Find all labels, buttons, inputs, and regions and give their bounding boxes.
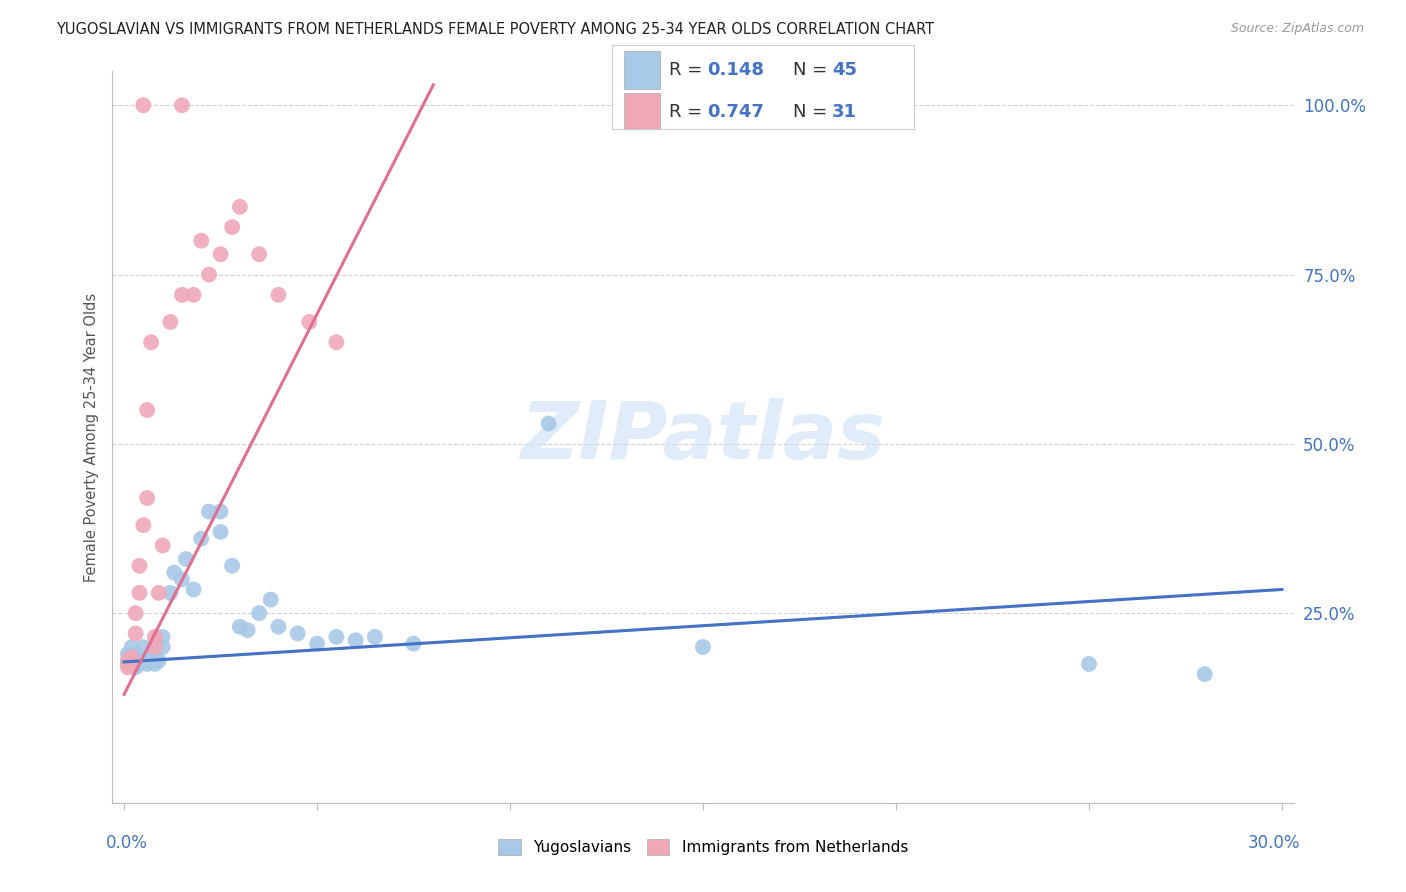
- Point: [198, 268, 221, 282]
- Point: [121, 650, 143, 665]
- Point: [152, 538, 174, 552]
- Point: [143, 657, 166, 671]
- Text: Source: ZipAtlas.com: Source: ZipAtlas.com: [1230, 22, 1364, 36]
- Text: ZIPatlas: ZIPatlas: [520, 398, 886, 476]
- Point: [139, 335, 162, 350]
- Point: [260, 592, 283, 607]
- Point: [229, 620, 252, 634]
- Point: [174, 552, 197, 566]
- Point: [221, 558, 243, 573]
- Point: [209, 524, 232, 539]
- Text: YUGOSLAVIAN VS IMMIGRANTS FROM NETHERLANDS FEMALE POVERTY AMONG 25-34 YEAR OLDS : YUGOSLAVIAN VS IMMIGRANTS FROM NETHERLAN…: [56, 22, 935, 37]
- Point: [117, 654, 139, 668]
- Point: [121, 654, 143, 668]
- Text: 0.747: 0.747: [707, 103, 763, 121]
- Point: [117, 657, 139, 671]
- Point: [209, 247, 232, 261]
- Point: [136, 657, 159, 671]
- Point: [117, 654, 139, 668]
- Text: 45: 45: [832, 61, 858, 79]
- Point: [159, 315, 181, 329]
- Point: [143, 640, 166, 654]
- Point: [152, 640, 174, 654]
- FancyBboxPatch shape: [624, 51, 659, 89]
- Text: 30.0%: 30.0%: [1249, 834, 1301, 852]
- Point: [1078, 657, 1101, 671]
- Point: [229, 200, 252, 214]
- Text: R =: R =: [669, 103, 709, 121]
- Point: [136, 650, 159, 665]
- Point: [117, 647, 139, 661]
- Point: [128, 657, 150, 671]
- Point: [692, 640, 714, 654]
- Point: [183, 288, 205, 302]
- Text: N =: N =: [793, 61, 832, 79]
- Point: [298, 315, 321, 329]
- Point: [132, 640, 155, 654]
- Point: [325, 630, 347, 644]
- Point: [170, 98, 193, 112]
- Point: [325, 335, 347, 350]
- Point: [190, 532, 212, 546]
- Point: [170, 572, 193, 586]
- Point: [364, 630, 387, 644]
- Point: [152, 630, 174, 644]
- Legend: Yugoslavians, Immigrants from Netherlands: Yugoslavians, Immigrants from Netherland…: [492, 833, 914, 861]
- Point: [132, 518, 155, 533]
- Point: [143, 650, 166, 665]
- Text: R =: R =: [669, 61, 709, 79]
- Point: [139, 647, 162, 661]
- Point: [537, 417, 560, 431]
- Point: [247, 247, 270, 261]
- Point: [402, 637, 425, 651]
- Point: [132, 98, 155, 112]
- Point: [124, 606, 146, 620]
- Point: [128, 558, 150, 573]
- Point: [1194, 667, 1216, 681]
- Point: [163, 566, 186, 580]
- Point: [121, 657, 143, 671]
- FancyBboxPatch shape: [624, 94, 659, 131]
- Point: [136, 403, 159, 417]
- Text: 0.148: 0.148: [707, 61, 763, 79]
- Point: [148, 586, 170, 600]
- Text: 0.0%: 0.0%: [105, 834, 148, 852]
- Point: [236, 623, 259, 637]
- Point: [128, 654, 150, 668]
- Text: 31: 31: [832, 103, 858, 121]
- Point: [132, 654, 155, 668]
- Point: [209, 505, 232, 519]
- Point: [170, 288, 193, 302]
- Point: [148, 654, 170, 668]
- Point: [247, 606, 270, 620]
- Text: N =: N =: [793, 103, 832, 121]
- Point: [190, 234, 212, 248]
- Point: [143, 630, 166, 644]
- Point: [124, 626, 146, 640]
- Point: [121, 640, 143, 654]
- Point: [221, 220, 243, 235]
- Point: [128, 586, 150, 600]
- Point: [267, 620, 290, 634]
- Point: [344, 633, 367, 648]
- Point: [117, 660, 139, 674]
- Point: [198, 505, 221, 519]
- Point: [124, 647, 146, 661]
- Point: [121, 657, 143, 671]
- Point: [136, 491, 159, 505]
- Point: [287, 626, 309, 640]
- Point: [124, 660, 146, 674]
- Point: [159, 586, 181, 600]
- Point: [183, 582, 205, 597]
- Point: [117, 657, 139, 671]
- Y-axis label: Female Poverty Among 25-34 Year Olds: Female Poverty Among 25-34 Year Olds: [83, 293, 98, 582]
- Point: [305, 637, 328, 651]
- Point: [267, 288, 290, 302]
